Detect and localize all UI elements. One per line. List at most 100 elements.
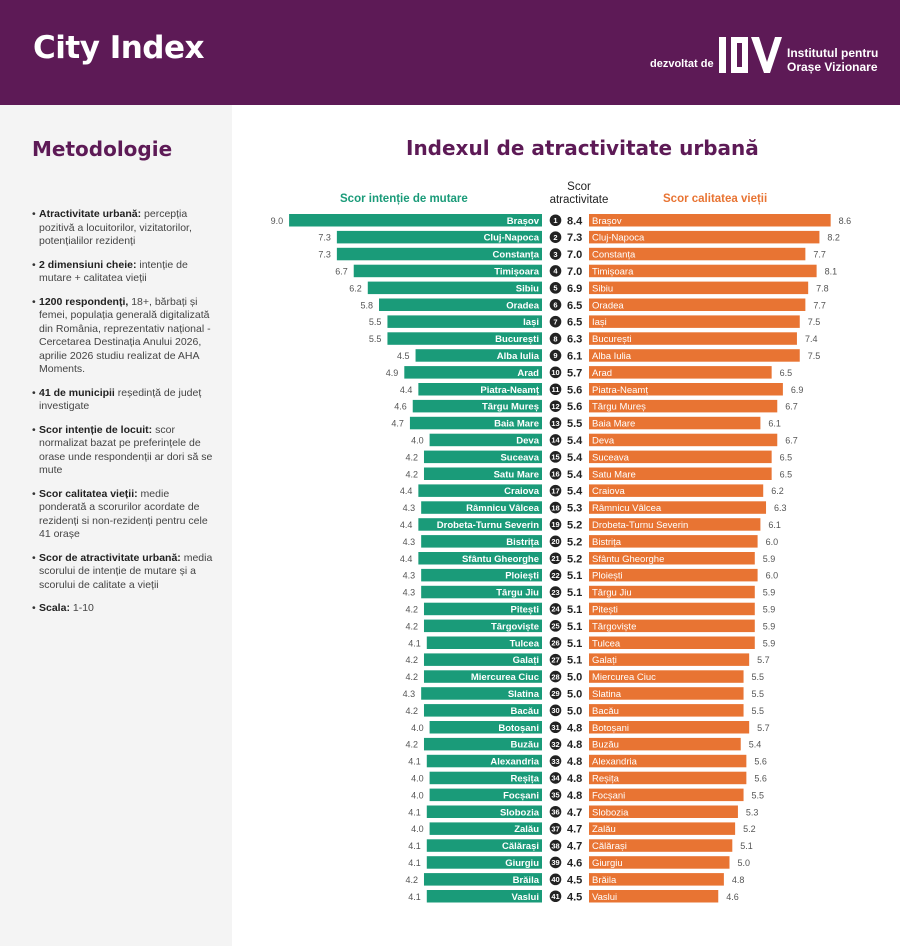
methodology-item-term: Scala: — [39, 602, 70, 614]
left-value-label: 4.6 — [394, 402, 407, 412]
rank-number: 12 — [551, 402, 559, 411]
right-city-label: Târgu Mureș — [592, 402, 646, 413]
left-city-label: București — [495, 334, 539, 345]
left-value-label: 7.3 — [318, 233, 331, 243]
right-city-label: Giurgiu — [592, 858, 623, 869]
methodology-sidebar: Metodologie Atractivitate urbană: percep… — [0, 105, 232, 946]
left-city-label: Timișoara — [494, 266, 539, 277]
methodology-item-text: media scorului de intenție de mutare și … — [39, 551, 213, 591]
left-series-header: Scor intenție de mutare — [340, 193, 468, 205]
left-city-label: Pitești — [510, 604, 539, 615]
rank-number: 40 — [551, 875, 559, 884]
rank-number: 1 — [553, 216, 557, 225]
rank-circle — [549, 636, 562, 649]
rank-number: 38 — [551, 841, 559, 850]
rank-circle — [549, 518, 562, 531]
attractiveness-score: 5.1 — [567, 570, 582, 582]
left-city-label: Satu Mare — [494, 469, 539, 480]
attractiveness-score: 5.4 — [567, 486, 583, 498]
attractiveness-score: 5.5 — [567, 418, 582, 430]
right-city-label: Slatina — [592, 689, 622, 700]
left-value-label: 4.1 — [408, 858, 421, 868]
right-city-label: Sfântu Gheorghe — [592, 554, 664, 565]
left-city-label: Sibiu — [516, 283, 539, 294]
rank-circle — [549, 755, 562, 767]
rank-circle — [549, 535, 562, 548]
left-value-label: 7.3 — [318, 250, 331, 260]
right-value-label: 5.5 — [752, 689, 765, 699]
right-bar — [589, 839, 733, 852]
left-bar — [426, 636, 542, 649]
left-bar — [429, 822, 542, 835]
left-value-label: 4.1 — [408, 892, 421, 902]
rank-circle — [549, 569, 562, 581]
left-bar — [421, 687, 542, 700]
right-city-label: Ploiești — [592, 571, 623, 582]
rank-number: 13 — [551, 419, 559, 428]
right-city-label: Zalău — [592, 824, 616, 835]
right-city-label: Bacău — [592, 706, 619, 717]
rank-number: 6 — [553, 300, 557, 309]
right-city-label: Buzău — [592, 740, 619, 751]
methodology-item: Scor calitatea vieții: medie ponderată a… — [32, 488, 218, 542]
right-city-label: Alba Iulia — [592, 351, 632, 362]
left-city-label: Giurgiu — [505, 858, 539, 869]
left-value-label: 4.2 — [405, 452, 418, 462]
methodology-item-term: 1200 respondenți, — [39, 295, 129, 308]
left-bar — [423, 467, 542, 480]
left-bar — [418, 552, 542, 565]
rank-number: 21 — [551, 554, 559, 563]
right-bar — [589, 332, 797, 345]
attractiveness-score: 5.1 — [567, 655, 582, 667]
rank-number: 26 — [551, 638, 559, 647]
right-value-label: 7.7 — [813, 300, 826, 310]
methodology-item-text: 18+, bărbați și femei, populația general… — [39, 295, 211, 376]
left-value-label: 4.0 — [411, 723, 424, 733]
left-value-label: 4.0 — [411, 790, 424, 800]
left-bar — [423, 873, 542, 886]
methodology-item-text: percepția pozitivă a locuitorilor, vizit… — [39, 208, 192, 247]
developed-by-label: dezvoltat de — [650, 58, 714, 70]
right-value-label: 6.5 — [780, 469, 793, 479]
rank-number: 29 — [551, 689, 559, 698]
methodology-item: 1200 respondenți, 18+, bărbați și femei,… — [32, 296, 218, 377]
right-city-label: Suceava — [592, 452, 630, 463]
attractiveness-score: 4.8 — [567, 790, 582, 802]
left-value-label: 4.1 — [408, 807, 421, 817]
right-city-label: Miercurea Ciuc — [592, 672, 656, 683]
left-city-label: Brașov — [507, 216, 540, 227]
right-bar — [589, 602, 755, 616]
left-value-label: 4.4 — [400, 554, 413, 564]
right-bar — [589, 771, 747, 785]
institute-logo — [719, 37, 782, 73]
rank-number: 8 — [553, 334, 557, 343]
methodology-item-term: 41 de municipii — [39, 386, 115, 399]
rank-circle — [549, 248, 562, 260]
right-city-label: Târgu Jiu — [592, 588, 632, 599]
rank-circle — [549, 856, 562, 869]
right-value-label: 6.0 — [766, 537, 779, 547]
left-bar — [426, 856, 542, 869]
methodology-title: Metodologie — [32, 137, 173, 161]
left-value-label: 4.2 — [405, 706, 418, 716]
right-value-label: 5.5 — [752, 706, 765, 716]
rank-circle — [549, 332, 562, 345]
left-bar — [429, 433, 542, 447]
methodology-item: Scala: 1-10 — [32, 602, 218, 616]
left-value-label: 4.9 — [386, 368, 399, 378]
rank-number: 10 — [551, 368, 559, 377]
right-bar — [589, 383, 783, 396]
left-value-label: 4.2 — [405, 672, 418, 682]
left-city-label: Alba Iulia — [497, 351, 540, 362]
left-city-label: Baia Mare — [494, 419, 539, 430]
right-value-label: 7.5 — [808, 351, 821, 361]
left-bar — [379, 298, 542, 311]
left-city-label: Oradea — [506, 300, 539, 311]
right-bar — [589, 247, 806, 261]
attractiveness-header: Scor atractivitate — [544, 181, 614, 207]
left-city-label: Bacău — [510, 706, 539, 717]
rank-number: 20 — [551, 537, 559, 546]
right-city-label: Craiova — [592, 486, 625, 497]
left-bar — [336, 247, 542, 261]
right-city-label: Slobozia — [592, 807, 629, 818]
